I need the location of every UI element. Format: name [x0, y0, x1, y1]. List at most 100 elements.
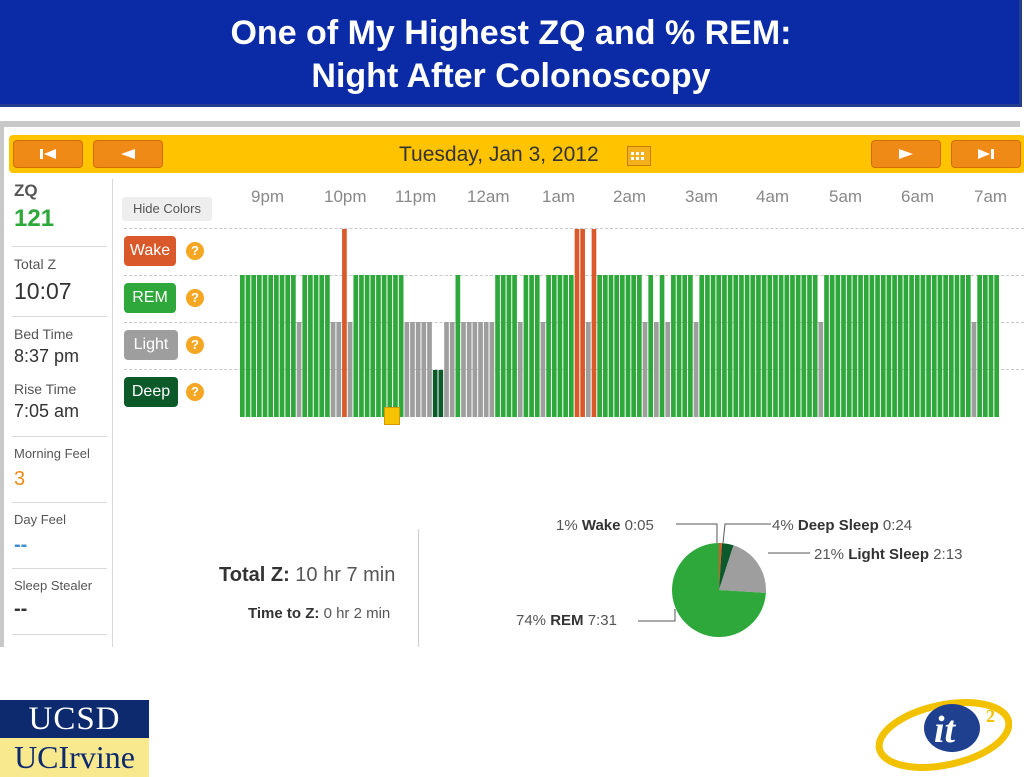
stage-bar	[489, 322, 495, 417]
stage-bar	[557, 275, 563, 417]
sleep-stealer-label: Sleep Stealer	[14, 578, 93, 593]
stage-bar	[342, 229, 347, 417]
calendar-icon[interactable]	[627, 146, 651, 166]
legend-deep[interactable]: Deep	[124, 377, 178, 407]
stage-bar	[750, 275, 756, 417]
uc-irvine-logo: UCIrvine	[0, 738, 149, 777]
arrow-left-icon	[121, 149, 135, 159]
wake-time: 0:05	[624, 517, 654, 534]
pie-leader-line	[722, 523, 771, 544]
stage-bar	[608, 275, 614, 417]
stage-bar	[858, 275, 863, 417]
pie-slice-deep-sleep	[719, 543, 734, 590]
wake-help-icon[interactable]: ?	[186, 242, 204, 260]
stage-bar	[546, 275, 551, 417]
legend-wake[interactable]: Wake	[124, 236, 176, 266]
deep-help-icon[interactable]: ?	[186, 383, 204, 401]
stage-bar	[410, 322, 415, 417]
hide-colors-button[interactable]: Hide Colors	[122, 197, 212, 221]
arrow-right-icon	[899, 149, 913, 159]
bed-time-value: 8:37 pm	[14, 346, 80, 366]
stage-bar	[500, 275, 506, 417]
stage-bar	[466, 322, 472, 417]
stage-bar	[807, 275, 812, 417]
previous-day-button[interactable]	[93, 140, 163, 168]
stage-bar	[393, 275, 398, 417]
stage-bar	[495, 275, 500, 417]
stage-bar	[240, 275, 245, 417]
stage-bar	[971, 322, 977, 417]
stage-bar	[257, 275, 262, 417]
it2-logo-sup: 2	[986, 706, 995, 726]
stage-bar	[364, 275, 370, 417]
stage-bar	[648, 275, 654, 417]
stage-bar	[654, 322, 659, 417]
stage-bar	[398, 275, 404, 417]
current-date: Tuesday, Jan 3, 2012	[399, 143, 599, 166]
hour-label: 6am	[901, 187, 935, 206]
stage-bar	[659, 275, 665, 417]
stage-bar	[943, 275, 948, 417]
title-banner: One of My Highest ZQ and % REM: Night Af…	[0, 0, 1022, 107]
stage-bar	[591, 229, 597, 417]
skip-forward-icon	[978, 149, 994, 159]
pie-label-deep: 4% Deep Sleep 0:24	[772, 517, 912, 534]
stage-bar	[909, 275, 914, 417]
stage-bar	[529, 275, 534, 417]
stage-bar	[353, 275, 359, 417]
total-z-value: 10:07	[14, 278, 72, 304]
time-to-z-value: 0 hr 2 min	[323, 605, 391, 622]
gridline-deep	[124, 369, 1024, 370]
stage-bar	[597, 275, 602, 417]
stage-bar	[245, 275, 251, 417]
legend-rem[interactable]: REM	[124, 283, 176, 313]
stage-bar	[285, 275, 291, 417]
stage-bar	[756, 275, 761, 417]
stage-bar	[483, 322, 489, 417]
zq-label: ZQ	[14, 181, 38, 200]
stage-bar	[291, 275, 296, 417]
morning-feel-stat: Morning Feel 3	[12, 436, 107, 503]
first-day-button[interactable]	[13, 140, 83, 168]
stage-bar	[773, 275, 778, 417]
stage-bar	[671, 275, 676, 417]
summary-divider	[418, 529, 419, 647]
stage-bar	[359, 275, 364, 417]
stage-bar	[982, 275, 988, 417]
time-to-z-label: Time to Z:	[248, 605, 320, 622]
stage-bar	[585, 322, 591, 417]
next-day-button[interactable]	[871, 140, 941, 168]
light-name: Light Sleep	[848, 546, 930, 563]
rem-help-icon[interactable]: ?	[186, 289, 204, 307]
zq-value: 121	[14, 205, 55, 232]
stage-bar	[296, 322, 302, 417]
note-icon[interactable]	[384, 407, 400, 425]
stage-bar	[960, 275, 965, 417]
stage-bar	[699, 275, 705, 417]
stage-bar	[478, 322, 483, 417]
hour-label: 4am	[756, 187, 790, 206]
stage-bar	[812, 275, 818, 417]
wake-name: Wake	[581, 517, 621, 534]
stage-bar	[880, 275, 886, 417]
stage-bar	[302, 275, 308, 417]
stage-bar	[795, 275, 801, 417]
stage-bar	[461, 322, 466, 417]
hour-label: 1am	[542, 187, 576, 206]
stage-bar	[965, 275, 971, 417]
legend-light[interactable]: Light	[124, 330, 178, 360]
stage-bar	[716, 275, 722, 417]
stage-bar	[722, 275, 727, 417]
stage-bar	[937, 275, 943, 417]
morning-feel-label: Morning Feel	[14, 446, 90, 461]
stage-bar	[637, 275, 642, 417]
it2-logo: it 2	[875, 699, 1012, 771]
last-day-button[interactable]	[951, 140, 1021, 168]
screenshot-frame-left	[0, 127, 4, 647]
slide-title-line2: Night After Colonoscopy	[311, 57, 711, 95]
stage-bar	[251, 275, 257, 417]
wake-pct: 1%	[556, 517, 578, 534]
stage-bar	[903, 275, 909, 417]
stage-bar	[444, 322, 449, 417]
light-help-icon[interactable]: ?	[186, 336, 204, 354]
